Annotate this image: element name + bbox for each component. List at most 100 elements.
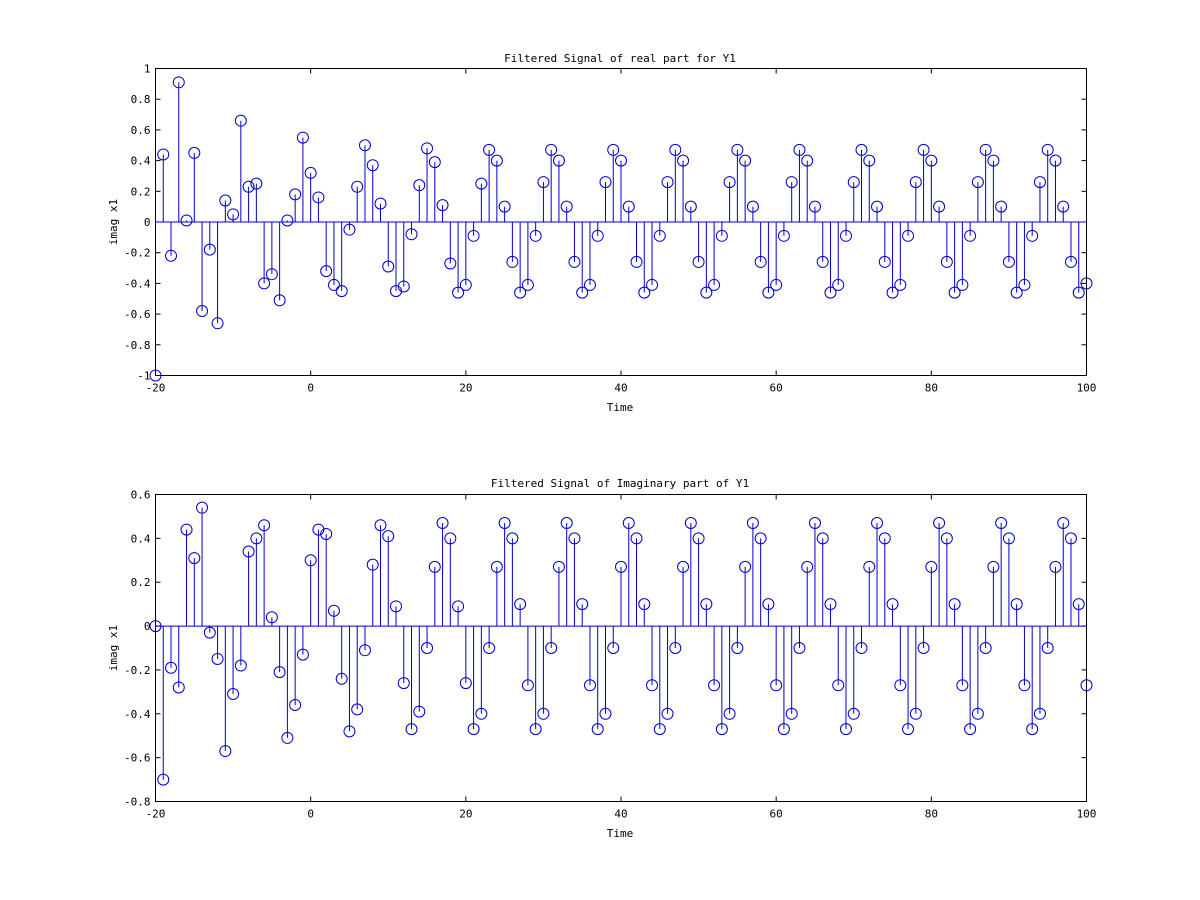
imag-stem-marker: [607, 642, 620, 654]
real-stem-marker: [343, 223, 356, 236]
imag-stem-marker: [568, 532, 581, 545]
imag-stem-marker: [801, 560, 814, 573]
real-stem-marker: [366, 159, 379, 172]
imag-stem-marker: [521, 679, 534, 692]
real-stem-marker: [940, 255, 953, 268]
real-stem-marker: [964, 229, 977, 242]
real-stem-marker: [1010, 286, 1023, 299]
real-stem-marker: [956, 278, 969, 291]
real-stem-marker: [545, 143, 558, 156]
imag-stem-marker: [560, 517, 573, 530]
imag-stem-marker: [413, 705, 426, 718]
real-stem-marker: [1018, 278, 1031, 291]
imag-stem-marker: [1033, 707, 1046, 720]
real-ytick-label: 0.2: [131, 185, 151, 198]
real-stem-marker: [258, 277, 271, 290]
imag-stem-marker: [242, 545, 255, 558]
imag-stem-marker: [638, 598, 651, 611]
real-stem-marker: [327, 278, 340, 291]
imag-stem-marker: [405, 723, 418, 736]
real-ytick-label: 0.8: [131, 93, 151, 106]
real-stem-marker: [630, 255, 643, 268]
real-stem-marker: [203, 243, 216, 256]
imag-xtick-label: 40: [614, 808, 627, 821]
real-stem-marker: [273, 294, 286, 307]
real-stem-marker: [925, 154, 938, 167]
imag-stem-marker: [878, 532, 891, 545]
real-plot-axes-frame: [155, 68, 1087, 376]
real-stem-marker: [839, 229, 852, 242]
real-stem-marker: [157, 148, 170, 161]
imag-stem-marker: [700, 598, 713, 611]
real-stem-marker: [296, 131, 309, 144]
real-stem-marker: [196, 305, 209, 318]
real-stem-marker: [498, 200, 511, 213]
imag-stem-marker: [506, 532, 519, 545]
real-stem-marker: [374, 197, 387, 210]
imag-stem-marker: [816, 532, 829, 545]
real-ytick-label: -0.8: [124, 339, 151, 352]
real-stem-marker: [646, 278, 659, 291]
real-stem-marker: [382, 260, 395, 273]
imag-stem-marker: [677, 560, 690, 573]
imag-stem-marker: [366, 558, 379, 571]
real-stem-marker: [669, 143, 682, 156]
imag-stem-marker: [576, 598, 589, 611]
real-xtick-label: 60: [770, 382, 783, 395]
imag-stem-marker: [351, 703, 364, 716]
real-stem-marker: [459, 278, 472, 291]
imag-stem-marker: [855, 642, 868, 654]
real-stem-marker: [289, 188, 302, 201]
real-stem-marker: [878, 255, 891, 268]
real-stem-marker: [793, 143, 806, 156]
imag-stem-marker: [165, 661, 178, 674]
imag-stem-marker: [475, 707, 488, 720]
imag-stem-marker: [886, 598, 899, 611]
imag-stem-marker: [545, 642, 558, 654]
imag-stem-marker: [940, 532, 953, 545]
imag-ytick-label: -0.2: [124, 664, 151, 677]
imag-stem-marker: [1072, 598, 1085, 611]
real-plot-title: Filtered Signal of real part for Y1: [504, 52, 736, 65]
imag-stem-marker: [537, 707, 550, 720]
real-stem-marker: [320, 265, 333, 278]
real-stem-marker: [715, 229, 728, 242]
real-stem-marker: [886, 286, 899, 299]
imag-stem-marker: [1064, 532, 1077, 545]
imag-stem-marker: [995, 517, 1008, 530]
imag-stem-marker: [615, 560, 627, 573]
real-plot-ticks: -20 0 20 40 60 80 100 -1 -0.8 -0.6 -0.4 -0.2 0 0.2 0.4…: [124, 63, 1096, 395]
real-stem-marker: [475, 177, 488, 190]
real-stem-marker: [933, 200, 946, 213]
imag-stem-marker: [948, 598, 961, 611]
imag-xtick-label: 20: [459, 808, 472, 821]
real-stem-marker: [521, 278, 534, 291]
real-stem-marker: [490, 154, 503, 167]
imag-stem-marker: [770, 679, 783, 692]
imag-stem-marker: [421, 642, 434, 654]
real-xtick-label: 40: [614, 382, 627, 395]
imag-stem-marker: [335, 672, 348, 685]
imag-stem-marker: [956, 679, 969, 692]
imag-stem-marker: [863, 560, 876, 573]
real-stem-marker: [358, 139, 371, 152]
real-stem-marker: [824, 286, 837, 299]
imag-xtick-label: 0: [307, 808, 314, 821]
imag-stem-marker: [157, 773, 170, 786]
imag-ytick-label: 0: [144, 620, 151, 633]
real-stem-marker: [871, 200, 884, 213]
real-stem-marker: [987, 154, 1000, 167]
real-stem-marker: [529, 229, 542, 242]
imag-stem-marker: [444, 532, 457, 545]
imag-xtick-label: 80: [925, 808, 938, 821]
imag-stem-marker: [793, 642, 806, 654]
real-stem-marker: [1026, 229, 1039, 242]
imag-stem-marker: [1018, 679, 1031, 692]
imag-stem-marker: [498, 517, 511, 530]
imag-stem-marker: [599, 707, 612, 720]
imag-stem-marker: [196, 501, 209, 514]
real-stem-marker: [622, 200, 635, 213]
real-stem-marker: [808, 200, 821, 213]
real-stem-marker: [653, 229, 666, 242]
